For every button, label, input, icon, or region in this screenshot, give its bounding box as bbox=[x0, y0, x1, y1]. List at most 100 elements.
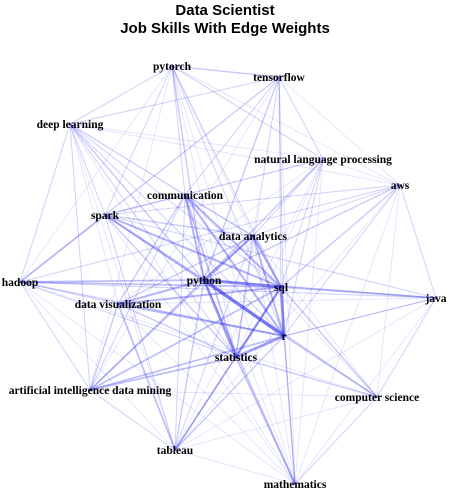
edge-layer bbox=[19, 65, 437, 485]
node-label-tensorflow: tensorflow bbox=[253, 72, 305, 84]
edge-hadoop-computer_science bbox=[19, 281, 378, 398]
node-label-aws: aws bbox=[391, 180, 410, 192]
edge-communication-computer_science bbox=[184, 194, 378, 398]
edge-aws-r bbox=[283, 184, 401, 337]
edge-r-java bbox=[283, 297, 437, 337]
edge-python-data_analytics bbox=[202, 234, 255, 282]
edge-computer_science-mathematics bbox=[294, 396, 378, 485]
edge-python-aws bbox=[203, 184, 401, 281]
edge-sql-aws bbox=[280, 184, 401, 288]
edge-sql-statistics bbox=[234, 285, 283, 359]
chart-title-block: Data Scientist Job Skills With Edge Weig… bbox=[0, 2, 450, 38]
edge-mathematics-sql bbox=[280, 286, 296, 485]
edge-spark-r bbox=[104, 214, 285, 337]
edge-sql-r bbox=[279, 285, 286, 338]
node-label-hadoop: hadoop bbox=[2, 277, 38, 289]
edge-deep_learning-communication bbox=[69, 123, 186, 196]
edge-aws-tableau bbox=[174, 184, 401, 451]
edge-deep_learning-hadoop bbox=[19, 123, 71, 283]
edge-nlp-statistics bbox=[235, 158, 324, 358]
edge-deep_learning-mathematics bbox=[69, 123, 296, 485]
edge-pytorch-hadoop bbox=[19, 65, 173, 283]
edge-python-computer_science bbox=[203, 279, 378, 398]
edge-statistics-tableau bbox=[174, 356, 237, 451]
edge-data_analytics-ai_data_mining bbox=[89, 235, 254, 391]
edge-java-hadoop bbox=[19, 281, 437, 299]
edge-python-java bbox=[203, 279, 437, 299]
node-label-r: r bbox=[281, 331, 286, 343]
edge-python-hadoop bbox=[19, 279, 205, 283]
edge-communication-data_analytics bbox=[184, 194, 254, 237]
edge-mathematics-data_visualization bbox=[117, 303, 296, 485]
edge-tensorflow-hadoop bbox=[19, 76, 280, 283]
edge-deep_learning-tableau bbox=[69, 123, 176, 451]
edge-python-statistics bbox=[202, 278, 238, 359]
node-label-data-analytics: data analytics bbox=[219, 231, 288, 243]
edge-data_visualization-tableau bbox=[117, 303, 176, 451]
node-label-spark: spark bbox=[91, 210, 120, 222]
edge-nlp-mathematics bbox=[294, 158, 324, 485]
edge-java-r bbox=[283, 297, 437, 337]
edge-communication-ai_data_mining bbox=[89, 194, 186, 391]
edge-communication-tableau bbox=[174, 194, 186, 451]
node-label-tableau: tableau bbox=[157, 445, 194, 457]
edge-hadoop-r bbox=[19, 281, 285, 337]
edge-tensorflow-nlp bbox=[278, 76, 324, 160]
edge-python-pytorch bbox=[171, 65, 205, 281]
edge-tensorflow-statistics bbox=[235, 76, 280, 358]
edge-mathematics-communication bbox=[184, 194, 296, 485]
edge-java-tableau bbox=[174, 297, 437, 451]
edge-r-mathematics bbox=[283, 335, 296, 485]
edge-pytorch-communication bbox=[171, 65, 186, 196]
edge-mathematics-tableau bbox=[174, 449, 296, 485]
edge-statistics-computer_science bbox=[235, 356, 378, 398]
node-label-java: java bbox=[424, 293, 446, 305]
edge-spark-data_analytics bbox=[104, 214, 254, 237]
node-label-statistics: statistics bbox=[215, 352, 258, 364]
edge-hadoop-statistics bbox=[19, 281, 237, 358]
edge-pytorch-nlp bbox=[171, 65, 324, 160]
node-label-deep-learning: deep learning bbox=[37, 119, 104, 131]
edge-computer_science-ai_data_mining bbox=[89, 389, 378, 398]
edge-deep_learning-spark bbox=[69, 123, 106, 216]
edge-spark-mathematics bbox=[104, 214, 296, 485]
edge-ai_data_mining-tableau bbox=[89, 389, 176, 451]
edge-pytorch-aws bbox=[171, 65, 401, 186]
node-label-ai-data-mining: artificial intelligence data mining bbox=[9, 385, 172, 397]
edge-deep_learning-nlp bbox=[69, 123, 324, 160]
node-label-mathematics: mathematics bbox=[264, 479, 327, 491]
edge-aws-computer_science bbox=[376, 184, 401, 398]
node-label-nlp: natural language processing bbox=[254, 154, 392, 166]
edge-statistics-mathematics bbox=[235, 356, 296, 485]
edge-deep_learning-statistics bbox=[69, 123, 237, 358]
edge-communication-data_visualization bbox=[117, 194, 186, 305]
edge-tensorflow-r bbox=[278, 76, 285, 337]
edge-hadoop-mathematics bbox=[19, 281, 296, 485]
edge-java-data_visualization bbox=[117, 297, 437, 305]
edge-nlp-aws bbox=[322, 158, 401, 186]
edge-java-computer_science bbox=[376, 297, 437, 398]
edge-tensorflow-mathematics bbox=[278, 76, 296, 485]
edge-sql-computer_science bbox=[280, 286, 378, 398]
edge-spark-tableau bbox=[104, 214, 176, 451]
edge-nlp-tableau bbox=[174, 158, 324, 451]
edge-sql-data_analytics bbox=[251, 234, 283, 289]
node-label-communication: communication bbox=[147, 190, 224, 202]
edge-r-communication bbox=[184, 194, 285, 337]
edge-deep_learning-tensorflow bbox=[69, 76, 280, 125]
edge-hadoop-data_visualization bbox=[19, 281, 119, 305]
edge-tableau-spark bbox=[104, 214, 176, 451]
edge-sql-hadoop bbox=[19, 281, 282, 288]
edge-data_analytics-mathematics bbox=[252, 235, 296, 485]
edge-sql-spark bbox=[104, 214, 282, 288]
edge-python-communication bbox=[184, 194, 205, 281]
edge-statistics-ai_data_mining bbox=[89, 356, 237, 391]
node-label-pytorch: pytorch bbox=[153, 61, 192, 73]
edge-pytorch-mathematics bbox=[171, 65, 296, 485]
chart-title: Data Scientist bbox=[175, 2, 275, 19]
edge-tensorflow-ai_data_mining bbox=[89, 76, 280, 391]
edge-aws-data_analytics bbox=[252, 184, 401, 237]
edge-data_analytics-data_visualization bbox=[117, 235, 254, 305]
edge-deep_learning-pytorch bbox=[69, 65, 173, 125]
edge-python-mathematics bbox=[203, 279, 296, 485]
